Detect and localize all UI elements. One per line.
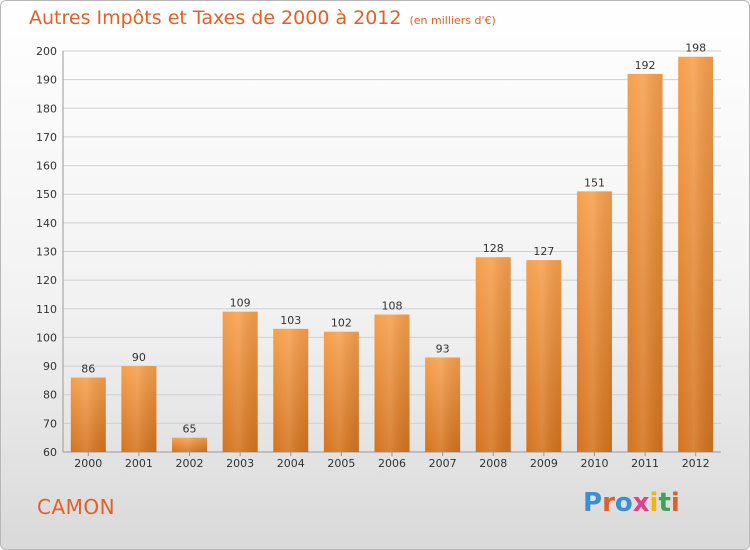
x-tick-label: 2001 <box>125 457 153 470</box>
brand-letter: P <box>583 488 603 518</box>
bar-shine <box>576 191 612 452</box>
bar-shine <box>222 311 258 452</box>
bar-shine <box>627 73 663 453</box>
data-label: 65 <box>183 423 197 436</box>
x-tick-label: 2011 <box>631 457 659 470</box>
y-tick-label: 180 <box>36 102 57 115</box>
bar-shine <box>70 377 106 452</box>
data-label: 103 <box>280 314 301 327</box>
chart-title: Autres Impôts et Taxes de 2000 à 2012 (en… <box>29 7 496 29</box>
data-label: 192 <box>635 59 656 72</box>
y-tick-label: 150 <box>36 188 57 201</box>
bar-shine <box>273 328 309 452</box>
data-label: 108 <box>382 300 403 313</box>
y-tick-label: 190 <box>36 74 57 87</box>
data-label: 90 <box>132 351 146 364</box>
brand-letter: i <box>649 488 659 518</box>
x-tick-label: 2000 <box>74 457 102 470</box>
city-name: CAMON <box>37 495 116 519</box>
x-tick-label: 2012 <box>682 457 710 470</box>
y-tick-label: 130 <box>36 246 57 259</box>
x-tick-label: 2002 <box>176 457 204 470</box>
bar-shine <box>374 314 410 452</box>
bar-shine <box>323 331 359 452</box>
x-tick-label: 2005 <box>327 457 355 470</box>
brand-letter: r <box>602 488 615 518</box>
chart-title-text: Autres Impôts et Taxes de 2000 à 2012 <box>29 7 402 29</box>
data-label: 102 <box>331 317 352 330</box>
data-label: 127 <box>533 245 554 258</box>
chart-subtitle: (en milliers d'€) <box>409 14 496 27</box>
bar-shine <box>172 437 208 452</box>
brand-letter: t <box>658 488 671 518</box>
data-label: 198 <box>685 42 706 55</box>
bar-shine <box>678 56 714 452</box>
data-label: 86 <box>81 363 95 376</box>
y-tick-label: 160 <box>36 160 57 173</box>
y-tick-label: 170 <box>36 131 57 144</box>
data-label: 128 <box>483 242 504 255</box>
bar-layer <box>70 56 714 453</box>
y-tick-label: 200 <box>36 45 57 58</box>
y-tick-label: 90 <box>43 360 57 373</box>
bar-shine <box>121 366 157 452</box>
x-tick-label: 2004 <box>277 457 305 470</box>
bar-shine <box>475 257 511 452</box>
x-tick-label: 2009 <box>530 457 558 470</box>
x-tick-label: 2003 <box>226 457 254 470</box>
x-tick-label: 2006 <box>378 457 406 470</box>
proxiti-logo: Proxiti <box>583 488 680 518</box>
brand-letter: i <box>670 488 680 518</box>
bar-shine <box>425 357 461 452</box>
x-tick-label: 2010 <box>580 457 608 470</box>
data-label: 109 <box>230 297 251 310</box>
y-tick-label: 110 <box>36 303 57 316</box>
brand-letter: o <box>614 488 633 518</box>
y-tick-label: 60 <box>43 446 57 459</box>
y-tick-label: 120 <box>36 274 57 287</box>
y-tick-label: 100 <box>36 331 57 344</box>
label-layer: 86 90 65 109 103 102 108 93 128 127 151 192 198 <box>81 42 706 436</box>
data-label: 93 <box>436 342 450 355</box>
brand-letter: x <box>632 488 650 518</box>
x-tick-label: 2008 <box>479 457 507 470</box>
y-tick-label: 80 <box>43 389 57 402</box>
data-label: 151 <box>584 176 605 189</box>
y-tick-label: 70 <box>43 417 57 430</box>
y-tick-label: 140 <box>36 217 57 230</box>
bar-shine <box>526 260 562 452</box>
x-tick-label: 2007 <box>429 457 457 470</box>
